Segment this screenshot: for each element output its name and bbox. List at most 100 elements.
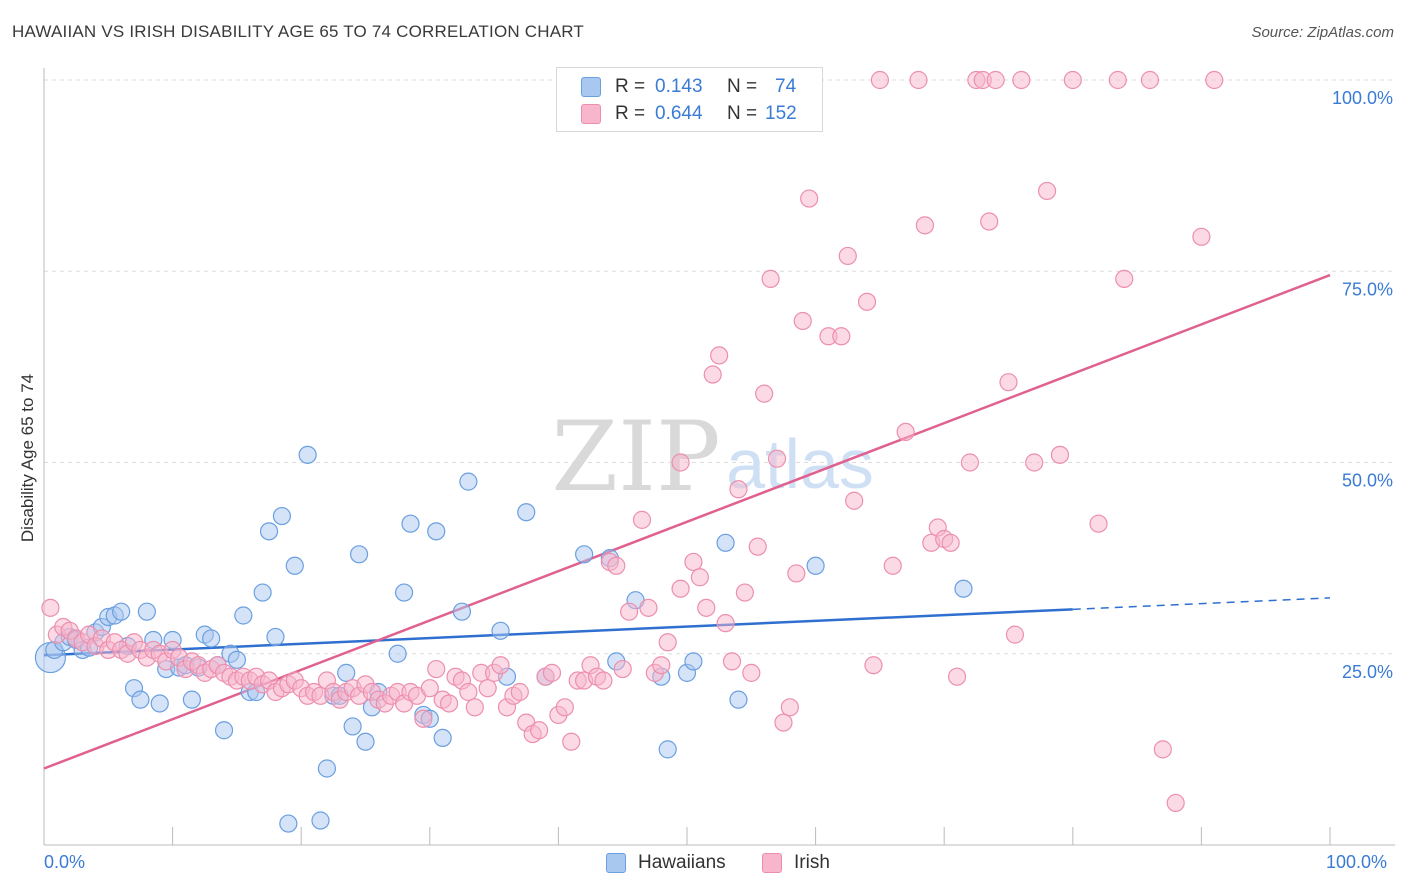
hawaiians-point bbox=[658, 740, 677, 759]
irish-point bbox=[864, 656, 883, 675]
irish-point bbox=[800, 189, 819, 208]
irish-point bbox=[1025, 453, 1044, 472]
n-label: N = bbox=[727, 103, 758, 124]
irish-point bbox=[562, 732, 581, 751]
irish-point bbox=[530, 721, 549, 740]
legend-item-hawaiians[interactable]: Hawaiians bbox=[606, 852, 726, 874]
r-label: R = bbox=[615, 76, 646, 97]
irish-point bbox=[832, 327, 851, 346]
y-tick-label: 25.0% bbox=[1342, 662, 1393, 682]
hawaiians-swatch bbox=[581, 77, 601, 97]
r-value-irish: 0.644 bbox=[655, 103, 703, 124]
n-value-irish: 152 bbox=[765, 103, 797, 124]
irish-point bbox=[999, 373, 1018, 392]
irish-point bbox=[652, 656, 671, 675]
irish-point bbox=[1115, 269, 1134, 288]
irish-point bbox=[787, 564, 806, 583]
irish-point bbox=[722, 652, 742, 671]
hawaiians-point bbox=[517, 503, 536, 522]
irish-point bbox=[748, 537, 767, 556]
irish-point bbox=[915, 216, 935, 235]
irish-point bbox=[459, 682, 478, 702]
hawaiians-point bbox=[806, 556, 825, 575]
legend-label-hawaiians: Hawaiians bbox=[638, 852, 726, 873]
irish-point bbox=[986, 70, 1005, 90]
irish-point bbox=[1005, 625, 1025, 644]
chart-title: HAWAIIAN VS IRISH DISABILITY AGE 65 TO 7… bbox=[12, 22, 585, 41]
irish-point bbox=[414, 709, 433, 728]
irish-point bbox=[555, 698, 574, 717]
r-value-hawaiians: 0.143 bbox=[655, 76, 703, 97]
hawaiians-point bbox=[112, 602, 131, 621]
legend-row-hawaiians: R = 0.143 N = 74 bbox=[581, 75, 796, 99]
hawaiians-point bbox=[356, 732, 375, 751]
irish-point bbox=[1050, 445, 1070, 464]
legend-label-irish: Irish bbox=[794, 852, 830, 873]
irish-point bbox=[767, 449, 787, 468]
hawaiians-point bbox=[137, 602, 156, 621]
hawaiians-point bbox=[285, 556, 304, 575]
source-label: Source: ZipAtlas.com bbox=[1251, 24, 1394, 41]
hawaiians-point bbox=[433, 728, 452, 748]
irish-point bbox=[1166, 793, 1185, 813]
hawaiians-point bbox=[459, 472, 478, 491]
irish-point bbox=[716, 614, 735, 633]
irish-point bbox=[729, 480, 748, 499]
x-tick-label-min: 0.0% bbox=[44, 852, 86, 872]
hawaiians-point bbox=[259, 522, 279, 541]
hawaiians-trend-line bbox=[43, 608, 1073, 657]
irish-point bbox=[1192, 227, 1211, 246]
irish-point bbox=[697, 598, 716, 617]
irish-point bbox=[710, 346, 729, 365]
legend-item-irish[interactable]: Irish bbox=[762, 852, 830, 874]
hawaiians-point bbox=[253, 583, 272, 602]
irish-trend-line bbox=[43, 273, 1331, 770]
irish-point bbox=[703, 365, 722, 384]
irish-point bbox=[780, 698, 799, 717]
watermark-atlas: atlas bbox=[726, 425, 874, 503]
irish-swatch bbox=[581, 104, 601, 124]
hawaiians-point bbox=[427, 522, 446, 541]
irish-point bbox=[742, 663, 761, 682]
irish-point bbox=[1140, 70, 1160, 90]
irish-point bbox=[671, 453, 690, 472]
watermark-zip: ZIP bbox=[551, 401, 720, 513]
irish-point bbox=[857, 292, 877, 311]
hawaiians-point bbox=[491, 621, 510, 640]
irish-point bbox=[774, 713, 793, 732]
hawaiians-point bbox=[343, 717, 362, 736]
hawaiians-point bbox=[131, 690, 150, 709]
irish-point bbox=[755, 384, 774, 403]
irish-point bbox=[941, 533, 960, 552]
n-value-hawaiians: 74 bbox=[775, 76, 797, 97]
irish-point bbox=[761, 269, 780, 288]
irish-point bbox=[735, 583, 754, 602]
r-label: R = bbox=[615, 103, 646, 124]
irish-point bbox=[439, 694, 459, 713]
hawaiians-point bbox=[394, 583, 414, 602]
irish-point bbox=[465, 698, 484, 717]
irish-point bbox=[1108, 70, 1127, 90]
irish-point bbox=[658, 633, 677, 652]
irish-point bbox=[613, 659, 632, 679]
irish-point bbox=[542, 663, 562, 682]
hawaiians-point bbox=[234, 606, 253, 625]
y-axis-label: Disability Age 65 to 74 bbox=[18, 373, 37, 543]
irish-point bbox=[1063, 70, 1082, 90]
hawaiians-point bbox=[575, 545, 594, 564]
hawaiians-point bbox=[729, 690, 748, 709]
hawaiians-point bbox=[684, 652, 703, 671]
hawaiians-point bbox=[452, 602, 472, 621]
hawaiians-point bbox=[388, 644, 407, 663]
irish-point bbox=[980, 212, 999, 231]
irish-point bbox=[838, 246, 857, 266]
irish-point bbox=[909, 70, 928, 90]
hawaiians-point bbox=[266, 627, 285, 647]
irish-point bbox=[671, 579, 690, 598]
irish-point bbox=[684, 552, 703, 572]
irish-point bbox=[510, 682, 529, 702]
hawaiians-point bbox=[272, 506, 292, 526]
hawaiians-point bbox=[182, 690, 201, 709]
hawaiians-point bbox=[298, 445, 317, 464]
